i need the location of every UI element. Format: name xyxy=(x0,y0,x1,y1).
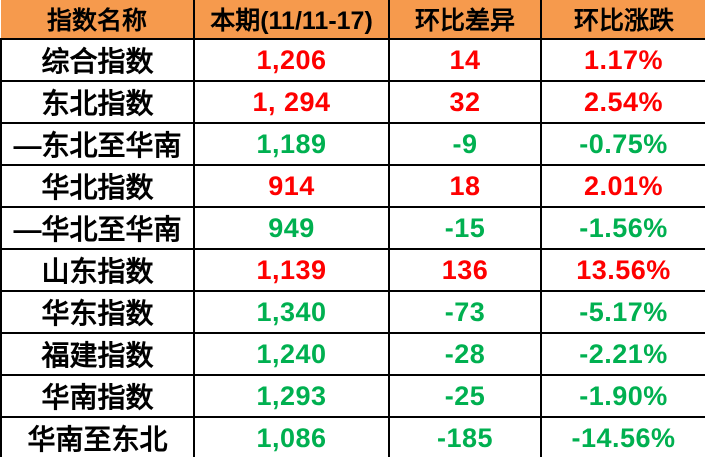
index-name-cell: —东北至华南 xyxy=(0,122,195,166)
current-value-cell: 1,189 xyxy=(193,122,390,166)
change-value-cell: 13.56% xyxy=(540,248,705,292)
header-row: 指数名称 本期(11/11-17) 环比差异 环比涨跌 xyxy=(1,0,705,40)
current-value-cell: 1,206 xyxy=(193,38,390,82)
index-name-cell: 华南至东北 xyxy=(0,416,195,457)
current-value-cell: 1,139 xyxy=(193,248,390,292)
diff-value-cell: 136 xyxy=(388,248,542,292)
table-row: 华北指数 914 18 2.01% xyxy=(0,164,705,208)
table-row: 华南指数 1,293 -25 -1.90% xyxy=(0,374,705,418)
table-row: —华北至华南 949 -15 -1.56% xyxy=(0,206,705,250)
change-value-cell: 1.17% xyxy=(540,38,705,82)
diff-value-cell: 18 xyxy=(388,164,542,208)
current-value-cell: 1,086 xyxy=(193,416,390,457)
index-name-cell: 山东指数 xyxy=(0,248,195,292)
index-name-cell: 华南指数 xyxy=(0,374,195,418)
diff-value-cell: -25 xyxy=(388,374,542,418)
change-value-cell: -2.21% xyxy=(540,332,705,376)
table-row: 华南至东北 1,086 -185 -14.56% xyxy=(0,416,705,457)
table-row: 华东指数 1,340 -73 -5.17% xyxy=(0,290,705,334)
index-name-cell: 福建指数 xyxy=(0,332,195,376)
index-name-cell: 综合指数 xyxy=(0,38,195,82)
change-value-cell: -14.56% xyxy=(540,416,705,457)
col-header-diff: 环比差异 xyxy=(388,0,542,40)
col-header-index-name: 指数名称 xyxy=(1,0,195,40)
index-name-cell: —华北至华南 xyxy=(0,206,195,250)
diff-value-cell: -15 xyxy=(388,206,542,250)
table-row: —东北至华南 1,189 -9 -0.75% xyxy=(0,122,705,166)
index-name-cell: 华东指数 xyxy=(0,290,195,334)
index-name-cell: 华北指数 xyxy=(0,164,195,208)
diff-value-cell: -9 xyxy=(388,122,542,166)
col-header-change: 环比涨跌 xyxy=(540,0,705,40)
current-value-cell: 914 xyxy=(193,164,390,208)
table-row: 综合指数 1,206 14 1.17% xyxy=(0,38,705,82)
table-row: 福建指数 1,240 -28 -2.21% xyxy=(0,332,705,376)
table-row: 山东指数 1,139 136 13.56% xyxy=(0,248,705,292)
table-body: 综合指数 1,206 14 1.17% 东北指数 1, 294 32 2.54% —东北至华南 1… xyxy=(0,38,705,457)
index-name-cell: 东北指数 xyxy=(0,80,195,124)
change-value-cell: -5.17% xyxy=(540,290,705,334)
diff-value-cell: -28 xyxy=(388,332,542,376)
change-value-cell: -0.75% xyxy=(540,122,705,166)
diff-value-cell: -73 xyxy=(388,290,542,334)
current-value-cell: 1,293 xyxy=(193,374,390,418)
diff-value-cell: 32 xyxy=(388,80,542,124)
current-value-cell: 949 xyxy=(193,206,390,250)
change-value-cell: 2.01% xyxy=(540,164,705,208)
current-value-cell: 1, 294 xyxy=(193,80,390,124)
col-header-current-period: 本期(11/11-17) xyxy=(193,0,390,40)
diff-value-cell: -185 xyxy=(388,416,542,457)
change-value-cell: 2.54% xyxy=(540,80,705,124)
current-value-cell: 1,240 xyxy=(193,332,390,376)
diff-value-cell: 14 xyxy=(388,38,542,82)
change-value-cell: -1.56% xyxy=(540,206,705,250)
table-row: 东北指数 1, 294 32 2.54% xyxy=(0,80,705,124)
current-value-cell: 1,340 xyxy=(193,290,390,334)
change-value-cell: -1.90% xyxy=(540,374,705,418)
